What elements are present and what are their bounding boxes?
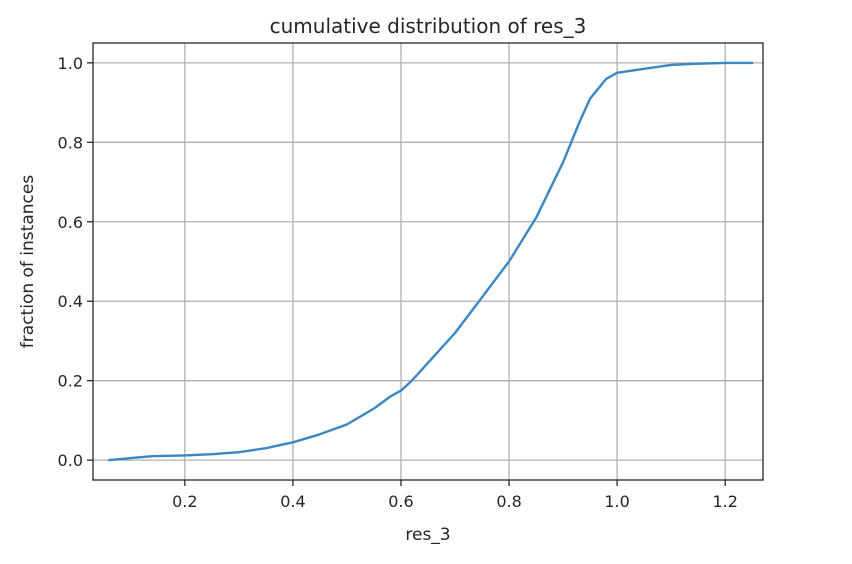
chart-title: cumulative distribution of res_3 <box>270 14 587 38</box>
y-axis-label: fraction of instances <box>18 175 38 349</box>
y-tick-label: 0.0 <box>58 451 83 470</box>
plot-frame <box>92 42 764 481</box>
y-tick-label: 0.2 <box>58 372 83 391</box>
grid-layer <box>93 43 763 480</box>
y-tick-label: 0.6 <box>58 213 83 232</box>
x-tick-label: 1.0 <box>604 492 629 511</box>
cdf-line <box>107 61 754 462</box>
x-tick-label: 0.2 <box>172 492 197 511</box>
x-axis-label: res_3 <box>405 525 450 545</box>
x-tick-label: 0.8 <box>496 492 521 511</box>
y-tick-label: 0.8 <box>58 133 83 152</box>
y-tick-label: 1.0 <box>58 54 83 73</box>
series-layer <box>107 61 754 462</box>
tick-layer: 0.2 0.4 0.6 0.8 1.0 1.2 0.0 0.2 0.4 0.6 0.8 1.0 <box>58 54 738 511</box>
x-tick-label: 0.4 <box>280 492 305 511</box>
x-tick-label: 1.2 <box>712 492 737 511</box>
y-tick-label: 0.4 <box>58 292 83 311</box>
x-tick-label: 0.6 <box>388 492 413 511</box>
